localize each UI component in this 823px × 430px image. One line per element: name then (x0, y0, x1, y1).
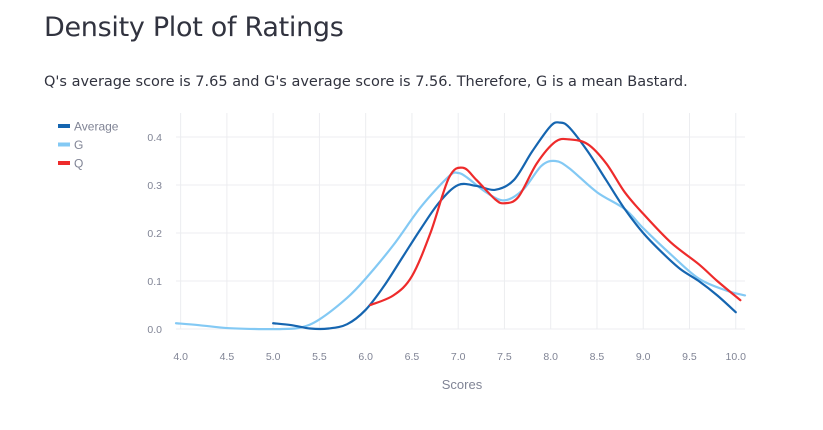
x-tick-label: 6.0 (358, 351, 373, 363)
x-tick-label: 8.0 (543, 351, 558, 363)
y-tick-label: 0.4 (147, 132, 162, 144)
series-line-q (369, 137, 742, 307)
legend-item-g[interactable]: G (58, 138, 83, 152)
legend-label: G (74, 138, 83, 152)
legend-label: Q (74, 157, 83, 171)
x-tick-label: 7.5 (497, 351, 512, 363)
legend[interactable]: Average GQ (58, 120, 119, 171)
x-tick-label: 6.5 (405, 351, 420, 363)
legend-swatch (58, 142, 70, 147)
grid (176, 113, 745, 330)
series-line-average (272, 121, 737, 331)
legend-item-q[interactable]: Q (58, 157, 83, 171)
legend-swatch (58, 161, 70, 165)
x-tick-label: 10.0 (726, 351, 747, 363)
series-lines (174, 121, 747, 331)
x-tick-label: 5.0 (266, 351, 281, 363)
x-axis-title: Scores (442, 377, 483, 392)
x-tick-label: 8.5 (590, 351, 605, 363)
y-tick-label: 0.2 (147, 228, 162, 240)
x-tick-label: 5.5 (312, 351, 327, 363)
x-tick-label: 7.0 (451, 351, 466, 363)
x-tick-label: 4.5 (220, 351, 235, 363)
legend-item-average[interactable]: Average (58, 120, 119, 134)
legend-swatch (58, 124, 70, 128)
page-title: Density Plot of Ratings (44, 12, 344, 43)
series-line-g (174, 159, 747, 331)
axes: 4.0 4.5 5.0 5.5 6.0 6.5 7.0 7.5 8.0 8.5 9.0 9.5 10.0… (147, 132, 746, 363)
summary-text: Q's average score is 7.65 and G's averag… (44, 74, 688, 90)
x-tick-label: 9.5 (682, 351, 697, 363)
y-tick-label: 0.3 (147, 180, 162, 192)
y-tick-label: 0.1 (147, 276, 162, 288)
legend-label: Average (74, 120, 119, 134)
x-tick-label: 9.0 (636, 351, 651, 363)
y-tick-label: 0.0 (147, 324, 162, 336)
x-tick-label: 4.0 (173, 351, 188, 363)
